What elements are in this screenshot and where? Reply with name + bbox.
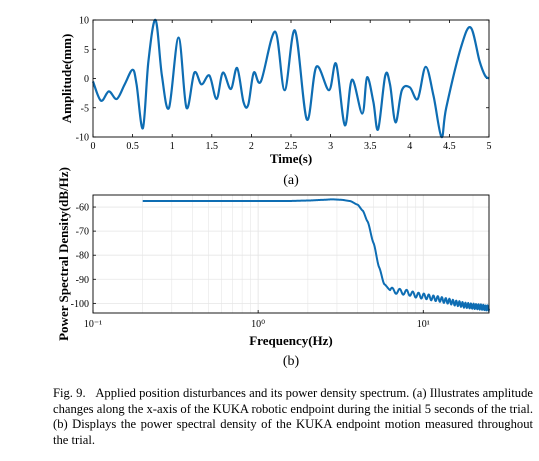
x-tick-label: 3 bbox=[328, 141, 333, 152]
y-tick-label: -10 bbox=[76, 133, 89, 144]
panel-b-axes-frame bbox=[92, 194, 490, 314]
x-tick-label: 2 bbox=[249, 141, 254, 152]
y-tick-label: -5 bbox=[81, 103, 89, 114]
x-tick-label: 0.5 bbox=[126, 141, 139, 152]
caption-text: Applied position disturbances and its po… bbox=[53, 386, 533, 447]
panel-b-x-axis-label: Frequency(Hz) bbox=[249, 333, 333, 348]
panel-a-axes-frame bbox=[92, 19, 490, 138]
y-tick-label: 10 bbox=[79, 16, 89, 27]
y-tick-label: -80 bbox=[76, 251, 89, 262]
x-tick-label: 4.5 bbox=[443, 141, 456, 152]
panel-b-y-axis-label: Power Spectral Density(dB/Hz) bbox=[56, 167, 71, 341]
panel-a-series bbox=[91, 18, 490, 139]
panel-b-y-ticks: -100 -90 -80 -70 -60 bbox=[71, 203, 96, 310]
panel-a-x-axis-label: Time(s) bbox=[270, 151, 312, 166]
panel-b-series bbox=[142, 198, 490, 312]
x-tick-label: 1.5 bbox=[206, 141, 219, 152]
x-tick-label: 10¹ bbox=[417, 319, 430, 330]
y-tick-label: -100 bbox=[71, 299, 89, 310]
x-tick-label: 5 bbox=[487, 141, 492, 152]
amplitude-series-line bbox=[91, 18, 490, 139]
y-tick-label: -60 bbox=[76, 203, 89, 214]
caption-label: Fig. 9. bbox=[53, 386, 86, 400]
panel-b-label: (b) bbox=[283, 354, 300, 369]
panel-a-label: (a) bbox=[283, 173, 299, 188]
psd-series-line bbox=[142, 198, 490, 312]
panel-a-y-axis-label: Amplitude(mm) bbox=[59, 34, 74, 124]
y-tick-label: 0 bbox=[84, 74, 89, 85]
y-tick-label: 5 bbox=[84, 45, 89, 56]
panel-a-x-ticks: 0 0.5 1 1.5 2 2.5 3 3.5 4 4.5 5 bbox=[91, 20, 492, 152]
figure-caption: Fig. 9. Applied position disturbances an… bbox=[53, 386, 533, 448]
y-tick-label: -90 bbox=[76, 275, 89, 286]
x-tick-label: 0 bbox=[91, 141, 96, 152]
x-tick-label: 10⁻¹ bbox=[84, 319, 102, 330]
y-tick-label: -70 bbox=[76, 227, 89, 238]
x-tick-label: 2.5 bbox=[285, 141, 298, 152]
x-tick-label: 10⁰ bbox=[251, 319, 265, 330]
panel-b-psd-chart: 10⁻¹ 10⁰ 10¹ -100 -90 -80 -70 -60 Frequency(Hz… bbox=[56, 167, 490, 369]
x-tick-label: 1 bbox=[170, 141, 175, 152]
x-tick-label: 3.5 bbox=[364, 141, 377, 152]
x-tick-label: 4 bbox=[407, 141, 412, 152]
